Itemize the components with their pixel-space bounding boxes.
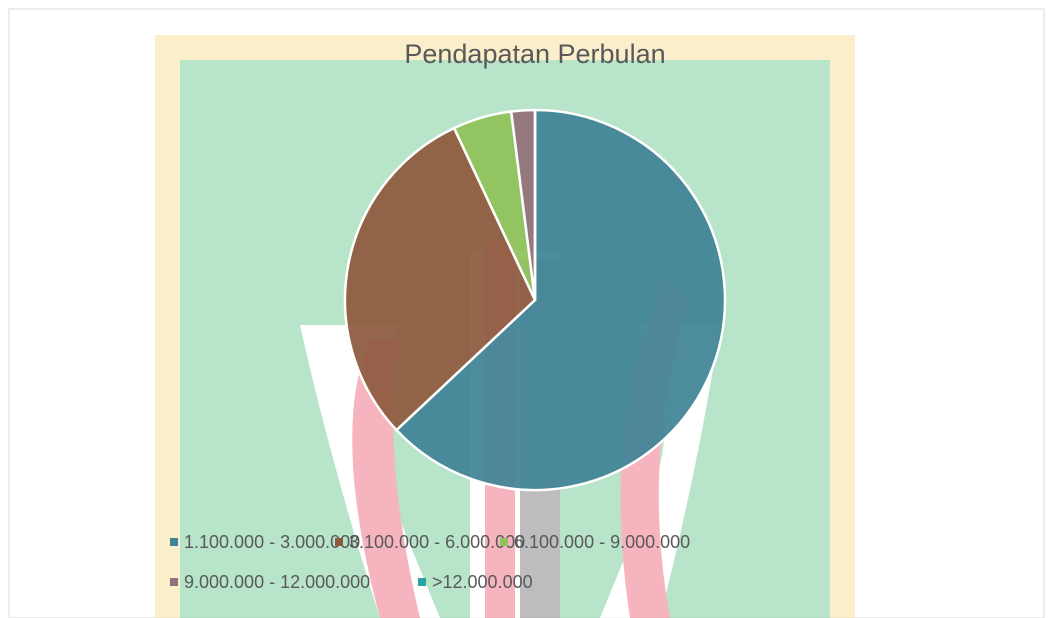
legend-label: >12.000.000 (432, 572, 533, 592)
legend-marker (500, 538, 508, 546)
chart: Pendapatan Perbulan 1.100.000 - 3.000.00… (0, 0, 1053, 618)
legend-label: 1.100.000 - 3.000.000 (184, 532, 360, 552)
legend-label: 3.100.000 - 6.000.000 (349, 532, 525, 552)
chart-title: Pendapatan Perbulan (404, 39, 665, 69)
pie (345, 110, 725, 490)
legend-marker (170, 578, 178, 586)
legend-label: 6.100.000 - 9.000.000 (514, 532, 690, 552)
legend-marker (335, 538, 343, 546)
legend-marker (170, 538, 178, 546)
legend-label: 9.000.000 - 12.000.000 (184, 572, 370, 592)
legend-marker (418, 578, 426, 586)
